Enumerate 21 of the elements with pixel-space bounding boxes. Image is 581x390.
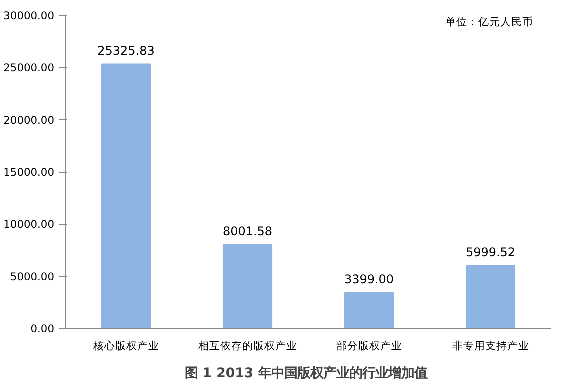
y-tick-label: 5000.00 [10,270,55,284]
y-tick-label: 30000.00 [4,10,55,22]
x-tick-label: 非专用支持产业 [452,340,530,352]
y-tick-label: 25000.00 [4,62,55,75]
y-tick-label: 15000.00 [4,166,55,179]
y-tick-label: 0.00 [30,322,55,336]
bar [344,292,394,328]
data-label: 5999.52 [466,246,516,260]
annotation: 单位：亿元人民币 [446,16,534,28]
bar [466,265,516,328]
x-tick-label: 相互依存的版权产业 [198,340,298,352]
bar [101,64,152,328]
text: 图 1 2013 年中国版权产业的行业增加值 [185,366,428,382]
data-label: 8001.58 [222,224,273,239]
x-tick-label: 部分版权产业 [336,340,402,352]
x-tick-label: 核心版权产业 [92,340,160,352]
bar [222,244,273,328]
data-label: 3399.00 [344,272,394,287]
y-tick-label: 20000.00 [4,114,55,127]
data-label: 25325.83 [98,44,155,58]
y-tick-label: 10000.00 [4,218,55,232]
